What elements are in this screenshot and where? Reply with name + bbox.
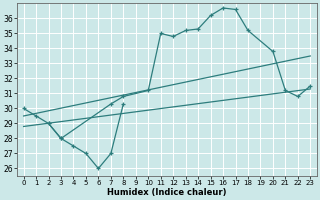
X-axis label: Humidex (Indice chaleur): Humidex (Indice chaleur) <box>107 188 227 197</box>
